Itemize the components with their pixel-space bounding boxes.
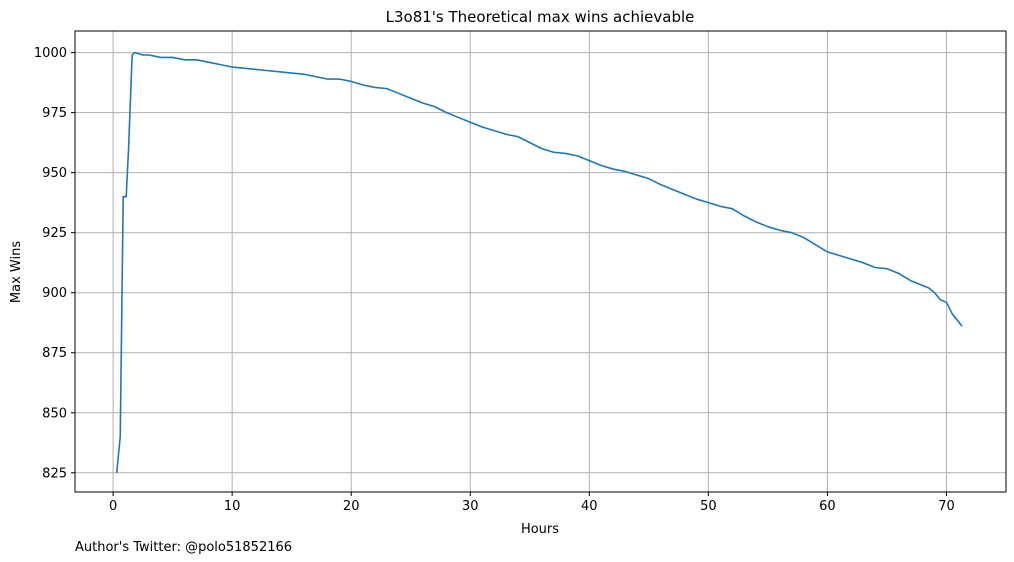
y-tick-label: 975 (42, 106, 67, 121)
x-tick-label: 60 (819, 499, 836, 514)
y-tick-label: 875 (42, 346, 67, 361)
x-axis-label: Hours (521, 522, 559, 537)
y-axis-label: Max Wins (9, 241, 24, 303)
y-tick-label: 825 (42, 466, 67, 481)
plot-frame (74, 30, 1007, 493)
line-layer (115, 51, 963, 473)
x-tick-label: 20 (343, 499, 360, 514)
author-credit: Author's Twitter: @polo51852166 (75, 540, 292, 555)
grid (75, 31, 1006, 492)
y-axis: 825 850 875 900 925 950 975 1000 (34, 46, 75, 481)
x-tick-label: 0 (109, 499, 117, 514)
x-tick-label: 70 (938, 499, 955, 514)
x-tick-label: 30 (462, 499, 479, 514)
x-tick-label: 10 (224, 499, 241, 514)
chart-title: L3o81's Theoretical max wins achievable (386, 8, 695, 26)
x-axis: 0 10 20 30 40 50 60 70 (109, 492, 955, 514)
series-line (115, 51, 963, 473)
y-tick-label: 1000 (34, 46, 67, 61)
y-tick-label: 900 (42, 286, 67, 301)
y-tick-label: 950 (42, 166, 67, 181)
x-tick-label: 50 (700, 499, 717, 514)
y-tick-label: 925 (42, 226, 67, 241)
y-tick-label: 850 (42, 406, 67, 421)
x-tick-label: 40 (581, 499, 598, 514)
